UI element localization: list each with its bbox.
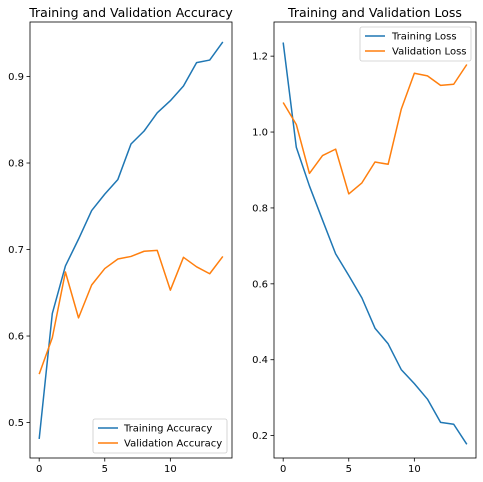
accuracy-y-tick-label: 0.5	[8, 418, 24, 429]
loss-plot-area	[282, 42, 468, 445]
accuracy-axes-frame	[29, 21, 233, 459]
legend-label-validation-loss: Validation Loss	[392, 47, 467, 58]
accuracy-x-tick-label: 10	[164, 464, 177, 475]
loss-panel: Training and Validation Loss 0 5 10 0.2 0.4…	[252, 5, 477, 475]
series-line-validation-loss	[282, 64, 468, 195]
series-line-validation-accuracy	[38, 249, 224, 375]
legend-label-training-accuracy: Training Accuracy	[123, 424, 212, 435]
accuracy-x-tick-label: 5	[102, 464, 108, 475]
loss-y-tick-label: 1.0	[252, 128, 268, 139]
loss-axes-frame	[273, 21, 477, 459]
legend-label-validation-accuracy: Validation Accuracy	[124, 439, 222, 450]
accuracy-plot-area	[38, 41, 224, 440]
accuracy-y-axis: 0.5 0.6 0.7 0.8 0.9	[8, 72, 30, 429]
loss-chart-title: Training and Validation Loss	[287, 5, 462, 20]
loss-y-tick-label: 0.6	[252, 279, 268, 290]
loss-y-tick-label: 1.2	[252, 52, 268, 63]
loss-x-axis: 0 5 10	[280, 458, 421, 475]
loss-y-tick-label: 0.4	[252, 355, 268, 366]
series-line-training-accuracy	[38, 41, 224, 440]
accuracy-legend-box	[92, 418, 228, 454]
series-line-training-loss	[282, 42, 468, 445]
loss-legend: Training Loss Validation Loss	[359, 26, 472, 62]
loss-y-axis: 0.2 0.4 0.6 0.8 1.0 1.2	[252, 52, 274, 442]
loss-x-tick-label: 0	[280, 464, 286, 475]
loss-y-tick-label: 0.2	[252, 431, 268, 442]
accuracy-legend: Training Accuracy Validation Accuracy	[92, 418, 228, 454]
accuracy-y-tick-label: 0.6	[8, 332, 24, 343]
accuracy-chart-title: Training and Validation Accuracy	[28, 5, 233, 20]
loss-legend-box	[359, 26, 472, 62]
accuracy-x-tick-label: 0	[36, 464, 42, 475]
loss-y-tick-label: 0.8	[252, 203, 268, 214]
legend-label-training-loss: Training Loss	[391, 32, 457, 43]
accuracy-y-tick-label: 0.9	[8, 72, 24, 83]
accuracy-panel: Training and Validation Accuracy 0 5 10 0.…	[8, 5, 233, 475]
accuracy-y-tick-label: 0.8	[8, 159, 24, 170]
loss-x-tick-label: 10	[408, 464, 421, 475]
accuracy-x-axis: 0 5 10	[36, 458, 177, 475]
loss-x-tick-label: 5	[346, 464, 352, 475]
accuracy-y-tick-label: 0.7	[8, 245, 24, 256]
